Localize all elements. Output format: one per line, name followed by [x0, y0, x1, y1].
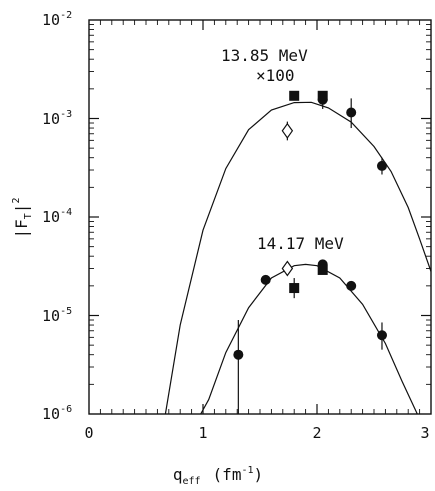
- circle-data-point: [233, 320, 244, 414]
- y-tick-label-4: 10-3: [42, 109, 72, 128]
- circle-marker: [376, 160, 387, 171]
- y-axis-title: |FT|2: [11, 198, 34, 239]
- circle-data-point: [260, 274, 271, 285]
- diamond-marker: [281, 260, 294, 277]
- x-axis-title: qeff (fm-1): [173, 465, 263, 487]
- square-data-point: [317, 264, 328, 275]
- y-tick-label-1: 10-6: [42, 404, 72, 423]
- fit-curve-2: [200, 263, 418, 415]
- annotation-13-85-mev: 13.85 MeV: [221, 46, 308, 65]
- diamond-data-point: [281, 260, 294, 277]
- square-marker: [317, 90, 328, 101]
- axis-ticks: [89, 20, 431, 414]
- circle-data-point: [376, 322, 387, 350]
- data-markers: [233, 90, 387, 414]
- circle-data-point: [346, 98, 357, 129]
- square-marker: [289, 283, 300, 294]
- y-tick-label-3: 10-4: [42, 207, 72, 226]
- circle-marker: [233, 349, 244, 360]
- circle-marker: [346, 280, 357, 291]
- x-tick-label-4: 3: [420, 424, 429, 442]
- square-marker: [289, 90, 300, 101]
- annotation-scale-x100: ×100: [256, 66, 295, 85]
- square-data-point: [289, 90, 300, 101]
- annotation-14-17-mev: 14.17 MeV: [257, 234, 344, 253]
- square-data-point: [317, 90, 328, 101]
- circle-marker: [260, 274, 271, 285]
- fit-curve-1: [164, 101, 432, 415]
- x-tick-label-2: 1: [198, 424, 207, 442]
- diamond-data-point: [281, 121, 294, 141]
- square-marker: [317, 264, 328, 275]
- circle-marker: [376, 330, 387, 341]
- x-tick-label-3: 2: [312, 424, 321, 442]
- fit-curves: [164, 101, 432, 415]
- circle-marker: [346, 107, 357, 118]
- circle-data-point: [376, 157, 387, 175]
- circle-data-point: [346, 280, 357, 291]
- y-tick-label-2: 10-5: [42, 306, 72, 325]
- diamond-marker: [281, 122, 294, 139]
- square-data-point: [289, 278, 300, 299]
- y-tick-label-5: 10-2: [42, 10, 72, 29]
- x-tick-label-1: 0: [84, 424, 93, 442]
